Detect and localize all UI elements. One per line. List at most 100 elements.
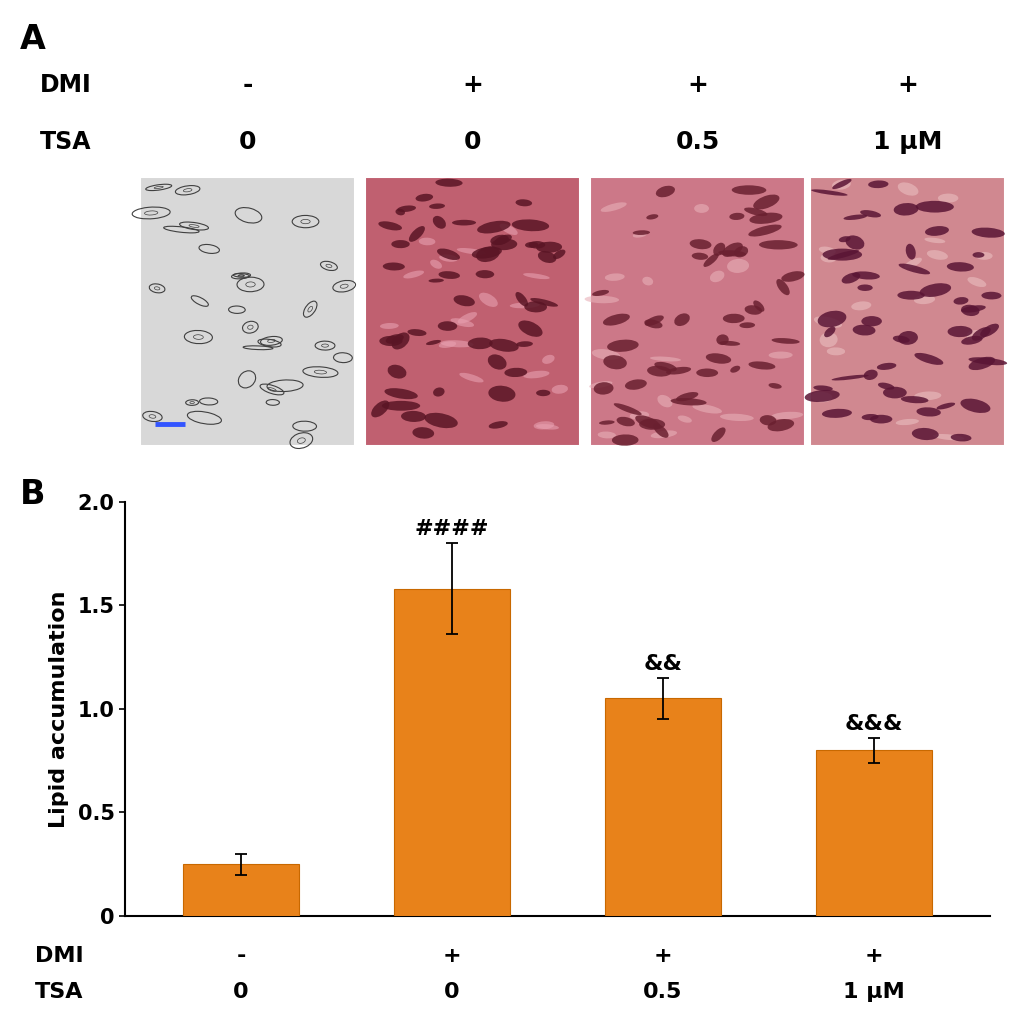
Ellipse shape <box>655 186 675 197</box>
Ellipse shape <box>654 362 677 371</box>
Ellipse shape <box>759 415 775 426</box>
Ellipse shape <box>980 292 1001 300</box>
Ellipse shape <box>602 314 630 325</box>
Ellipse shape <box>533 421 553 430</box>
Ellipse shape <box>488 386 515 402</box>
Ellipse shape <box>598 420 614 425</box>
Ellipse shape <box>752 194 779 210</box>
Ellipse shape <box>518 320 542 337</box>
Ellipse shape <box>817 311 846 327</box>
Text: +: + <box>653 946 672 967</box>
Ellipse shape <box>371 400 389 417</box>
Ellipse shape <box>476 247 499 262</box>
Ellipse shape <box>604 273 624 281</box>
Ellipse shape <box>494 234 512 244</box>
Ellipse shape <box>739 322 754 328</box>
Ellipse shape <box>876 363 896 370</box>
Ellipse shape <box>722 314 744 323</box>
Ellipse shape <box>893 203 918 216</box>
Ellipse shape <box>490 238 517 251</box>
Ellipse shape <box>665 367 691 374</box>
Ellipse shape <box>487 354 506 369</box>
Ellipse shape <box>960 336 981 345</box>
Ellipse shape <box>689 239 710 250</box>
Ellipse shape <box>770 412 802 419</box>
Ellipse shape <box>971 327 989 341</box>
Ellipse shape <box>892 336 909 343</box>
Ellipse shape <box>905 243 915 260</box>
Ellipse shape <box>457 248 485 255</box>
Ellipse shape <box>851 302 870 310</box>
Ellipse shape <box>719 413 753 421</box>
Text: -: - <box>236 946 246 967</box>
Ellipse shape <box>691 253 707 260</box>
Ellipse shape <box>632 230 649 235</box>
Ellipse shape <box>770 338 799 344</box>
Ellipse shape <box>744 208 766 216</box>
Ellipse shape <box>897 182 917 195</box>
Ellipse shape <box>752 301 763 312</box>
Ellipse shape <box>852 324 874 336</box>
Ellipse shape <box>616 416 634 427</box>
Ellipse shape <box>536 241 561 253</box>
Ellipse shape <box>395 209 405 216</box>
Ellipse shape <box>696 368 717 377</box>
Ellipse shape <box>768 352 792 359</box>
Ellipse shape <box>877 383 894 390</box>
Ellipse shape <box>625 380 646 390</box>
Ellipse shape <box>475 270 494 278</box>
Ellipse shape <box>432 216 445 229</box>
Ellipse shape <box>953 297 967 305</box>
Ellipse shape <box>525 241 538 248</box>
Ellipse shape <box>639 418 664 430</box>
Ellipse shape <box>438 342 455 348</box>
Ellipse shape <box>381 401 420 410</box>
Ellipse shape <box>400 411 426 421</box>
Ellipse shape <box>646 366 671 376</box>
Ellipse shape <box>935 403 954 409</box>
Ellipse shape <box>472 247 501 259</box>
Ellipse shape <box>437 321 457 330</box>
Bar <box>365 177 580 446</box>
Ellipse shape <box>426 340 440 345</box>
Ellipse shape <box>642 277 652 285</box>
Ellipse shape <box>453 296 475 306</box>
Ellipse shape <box>947 326 971 338</box>
Ellipse shape <box>924 226 948 236</box>
Ellipse shape <box>479 293 497 307</box>
Text: 0.5: 0.5 <box>643 982 682 1003</box>
Ellipse shape <box>489 339 519 352</box>
Ellipse shape <box>968 357 995 370</box>
Ellipse shape <box>552 250 565 259</box>
Ellipse shape <box>646 214 657 220</box>
Ellipse shape <box>530 298 557 307</box>
Ellipse shape <box>430 260 441 269</box>
Ellipse shape <box>650 431 677 438</box>
Text: B: B <box>20 478 46 510</box>
Bar <box>589 177 804 446</box>
Ellipse shape <box>946 262 973 271</box>
Ellipse shape <box>629 411 648 419</box>
Ellipse shape <box>821 249 861 261</box>
Ellipse shape <box>436 249 460 260</box>
Ellipse shape <box>385 335 404 344</box>
Ellipse shape <box>717 251 745 257</box>
Ellipse shape <box>387 365 406 379</box>
Ellipse shape <box>515 292 528 307</box>
Ellipse shape <box>748 361 774 369</box>
Ellipse shape <box>841 272 859 283</box>
Ellipse shape <box>860 316 881 326</box>
Ellipse shape <box>898 264 929 274</box>
Text: +: + <box>896 73 917 97</box>
Ellipse shape <box>524 302 546 312</box>
Ellipse shape <box>694 204 708 213</box>
Ellipse shape <box>384 388 418 399</box>
Ellipse shape <box>843 215 866 220</box>
Ellipse shape <box>810 189 847 195</box>
Ellipse shape <box>528 241 545 249</box>
Ellipse shape <box>718 341 740 346</box>
Ellipse shape <box>409 226 425 241</box>
Ellipse shape <box>391 332 410 350</box>
Ellipse shape <box>810 392 832 402</box>
Ellipse shape <box>781 271 804 281</box>
